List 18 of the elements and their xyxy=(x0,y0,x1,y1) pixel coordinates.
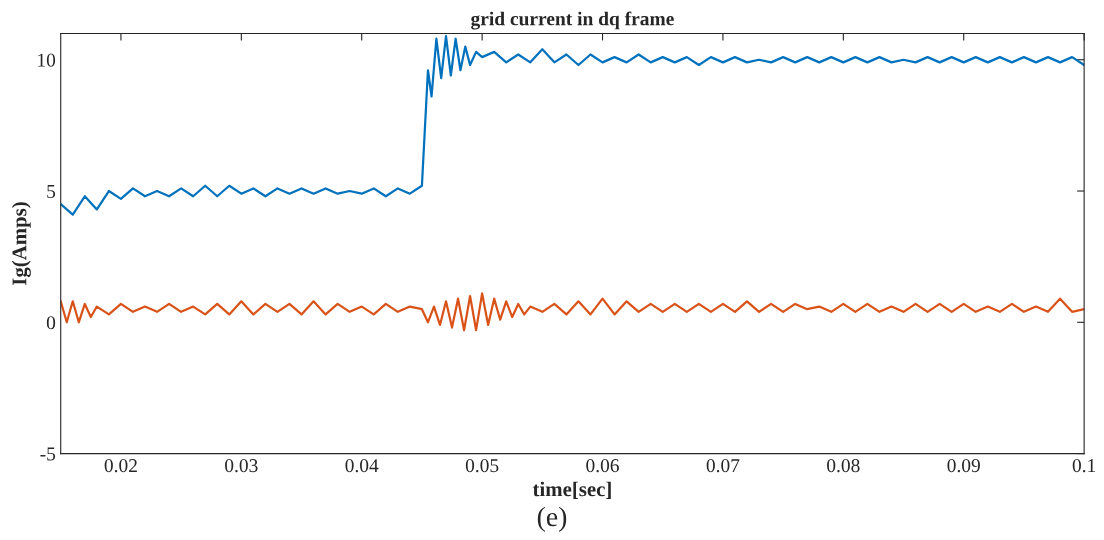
y-tick-label: 10 xyxy=(38,53,56,67)
text: (e) xyxy=(537,506,567,532)
x-tick-label: 0.07 xyxy=(706,459,740,473)
chart-title: grid current in dq frame xyxy=(471,11,674,30)
x-tick-label: 0.08 xyxy=(827,459,860,473)
y-tick-label: 5 xyxy=(47,185,56,198)
x-axis-title: time[sec] xyxy=(532,481,611,499)
x-tick-label: 0.06 xyxy=(586,459,619,473)
y-axis-title: Ig(Amps) xyxy=(11,202,31,286)
x-tick-label: 0.09 xyxy=(947,459,980,473)
x-tick-label: 0.04 xyxy=(345,459,379,473)
x-tick-label: 0.03 xyxy=(225,459,258,473)
x-tick-label: 0.05 xyxy=(465,459,499,473)
x-tick-label: 0.1 xyxy=(1072,459,1096,473)
y-tick-label: -5 xyxy=(40,447,56,461)
y-tick-label: 0 xyxy=(46,316,56,330)
x-tick-label: 0.02 xyxy=(104,459,137,473)
line-series xyxy=(60,292,1085,332)
